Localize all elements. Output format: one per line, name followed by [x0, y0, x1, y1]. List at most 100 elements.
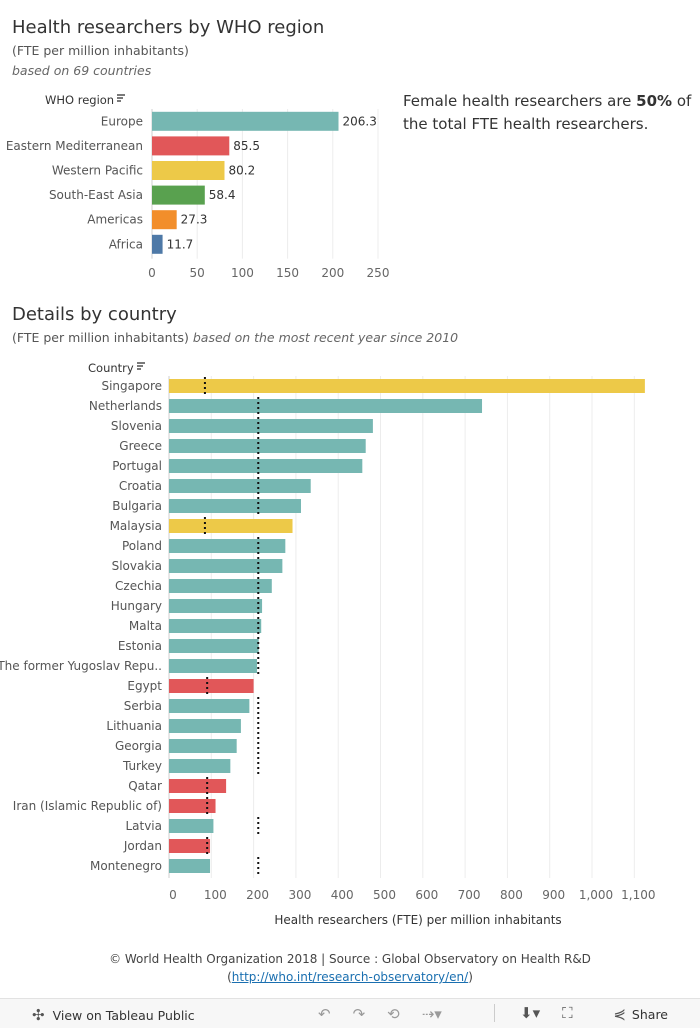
x-tick-label: 100	[204, 888, 227, 902]
sort-icon[interactable]	[137, 362, 145, 370]
dimension-label: Country	[88, 361, 134, 375]
x-tick-label: 1,000	[579, 888, 613, 902]
category-label: Latvia	[125, 819, 162, 833]
chart-note-region: based on 69 countries	[12, 63, 152, 78]
country-bar-chart[interactable]: 0 100 200 300 400 500 600 700 800 900 1,000 1,100 He…	[0, 355, 700, 935]
undo-icon[interactable]: ↶	[318, 1005, 331, 1023]
category-label: Estonia	[118, 639, 162, 653]
category-label: Egypt	[127, 679, 162, 693]
history-controls: ↶ ↷ ⟲ ⇢▾	[318, 1005, 442, 1023]
category-label: The former Yugoslav Repu..	[0, 659, 162, 673]
bar-country	[169, 459, 363, 473]
share-icon: ⋞	[613, 1005, 626, 1023]
bar-country	[169, 719, 241, 733]
bar-country	[169, 519, 293, 533]
chart-subtitle-region: (FTE per million inhabitants)	[12, 43, 189, 58]
bar-country	[169, 819, 214, 833]
category-label: Americas	[87, 213, 143, 227]
view-on-tableau-button[interactable]: ✣ View on Tableau Public	[32, 1006, 195, 1024]
bar-country	[169, 579, 272, 593]
bar-country	[169, 799, 216, 813]
download-icon[interactable]: ⬇▾	[520, 1004, 541, 1022]
x-axis-title: Health researchers (FTE) per million inh…	[274, 913, 561, 927]
bar-country	[169, 659, 257, 673]
category-label: South-East Asia	[49, 188, 143, 202]
details-title: Details by country	[12, 304, 177, 325]
bar-country	[169, 839, 211, 853]
category-label: Netherlands	[89, 399, 162, 413]
bar-country	[169, 639, 259, 653]
callout-text-before: Female health researchers are	[403, 92, 637, 110]
x-tick-label: 500	[373, 888, 396, 902]
x-tick-label: 50	[190, 266, 205, 280]
category-label: Africa	[109, 237, 143, 251]
tableau-toolbar: ✣ View on Tableau Public ↶ ↷ ⟲ ⇢▾ ⬇▾ ⛶ ⋞…	[0, 998, 700, 1028]
region-bar-chart[interactable]: 0 50 100 150 200 250 WHO region Europe 206.3 East…	[0, 88, 400, 288]
callout-highlight: 50%	[636, 92, 673, 110]
footer-source-link[interactable]: http://who.int/research-observatory/en/	[231, 970, 469, 984]
bar-country	[169, 599, 263, 613]
data-label: 58.4	[209, 188, 236, 202]
data-label: 85.5	[233, 139, 260, 153]
category-label: Lithuania	[106, 719, 162, 733]
toolbar-right-icons: ⬇▾ ⛶	[520, 1004, 573, 1022]
tableau-logo-icon: ✣	[32, 1006, 45, 1024]
category-label: Poland	[122, 539, 162, 553]
x-tick-label: 100	[231, 266, 254, 280]
data-label: 206.3	[342, 114, 376, 128]
share-label: Share	[631, 1006, 668, 1022]
sort-icon[interactable]	[117, 94, 125, 102]
bar-south-east-asia	[152, 185, 205, 205]
category-label: Czechia	[115, 579, 162, 593]
x-tick-label: 1,100	[621, 888, 655, 902]
category-label: Jordan	[123, 839, 162, 853]
category-label: Eastern Mediterranean	[6, 139, 143, 153]
x-tick-label: 250	[367, 266, 390, 280]
data-label: 27.3	[181, 213, 208, 227]
bar-country	[169, 679, 254, 693]
footer-credit: © World Health Organization 2018 | Sourc…	[109, 952, 591, 966]
x-tick-label: 700	[458, 888, 481, 902]
chart-title-region: Health researchers by WHO region	[12, 17, 325, 38]
x-tick-label: 200	[246, 888, 269, 902]
details-note: based on the most recent year since 2010	[192, 330, 459, 345]
bar-country	[169, 559, 283, 573]
category-label: Portugal	[112, 459, 162, 473]
bar-country	[169, 859, 211, 873]
bar-country	[169, 739, 237, 753]
bar-country	[169, 419, 373, 433]
category-label: Greece	[119, 439, 162, 453]
x-tick-label: 150	[276, 266, 299, 280]
footer-source-link-line: (http://who.int/research-observatory/en/…	[0, 970, 700, 984]
category-label: Singapore	[101, 379, 162, 393]
bar-country	[169, 619, 262, 633]
x-tick-label: 200	[321, 266, 344, 280]
redo-icon[interactable]: ↷	[352, 1005, 366, 1023]
x-tick-label: 600	[415, 888, 438, 902]
category-label: Slovenia	[111, 419, 162, 433]
bar-country	[169, 499, 301, 513]
details-subtitle: (FTE per million inhabitants) based on t…	[12, 330, 458, 345]
category-label: Bulgaria	[112, 499, 162, 513]
fullscreen-icon[interactable]: ⛶	[562, 1004, 573, 1022]
refresh-icon[interactable]: ⇢▾	[421, 1005, 442, 1023]
view-on-tableau-label: View on Tableau Public	[52, 1007, 195, 1023]
category-label: Europe	[101, 114, 143, 128]
dimension-label: WHO region	[45, 93, 114, 107]
data-label: 80.2	[229, 164, 256, 178]
revert-icon[interactable]: ⟲	[387, 1005, 400, 1023]
x-tick-label: 0	[169, 888, 177, 902]
bar-country	[169, 379, 645, 393]
bar-africa	[152, 234, 163, 254]
bar-country	[169, 759, 231, 773]
x-tick-label: 400	[331, 888, 354, 902]
category-label: Slovakia	[112, 559, 162, 573]
share-button[interactable]: ⋞ Share	[613, 1005, 668, 1023]
x-tick-label: 800	[500, 888, 523, 902]
bar-western-pacific	[152, 161, 225, 180]
x-tick-label: 300	[288, 888, 311, 902]
bar-americas	[152, 210, 177, 230]
category-label: Western Pacific	[52, 164, 143, 178]
x-tick-label: 900	[542, 888, 565, 902]
data-label: 11.7	[167, 237, 194, 251]
